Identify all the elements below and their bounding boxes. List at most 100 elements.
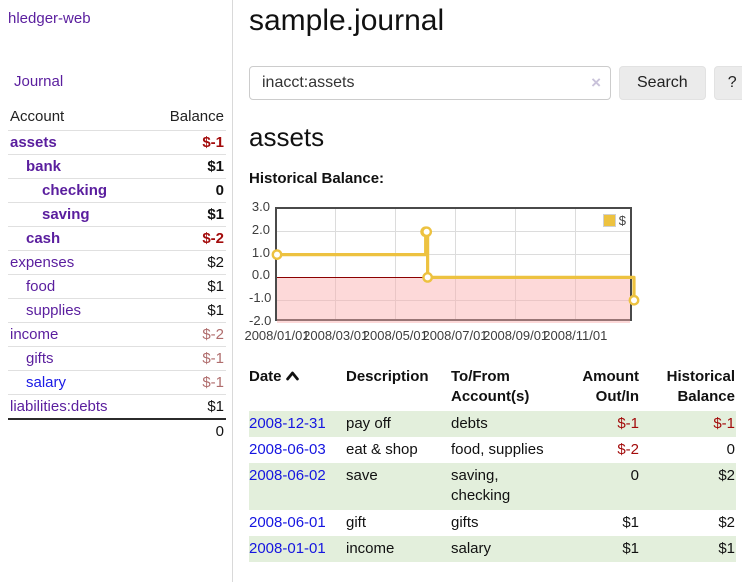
total-spacer <box>8 418 146 443</box>
balance-cell: $2 <box>718 467 735 484</box>
clear-search-icon[interactable]: × <box>591 73 601 92</box>
amount-cell: $1 <box>622 539 639 557</box>
x-axis-tick: 2008/01/01 <box>244 328 310 343</box>
account-row: checking 0 <box>8 178 226 203</box>
account-link[interactable]: income <box>10 326 59 343</box>
account-row: gifts $-1 <box>8 346 226 371</box>
accounts-total-row: 0 <box>8 418 226 443</box>
negative-region <box>277 277 630 323</box>
date-column-header[interactable]: Date <box>249 365 346 411</box>
balance-column-header-register: Historical Balance <box>666 368 735 406</box>
account-link[interactable]: expenses <box>10 254 75 271</box>
balance-cell: 0 <box>726 440 735 458</box>
transaction-date-link[interactable]: 2008-06-03 <box>249 440 326 458</box>
accounts-header-row: Account Balance <box>8 105 226 131</box>
account-balance: $-1 <box>145 370 226 395</box>
transaction-row: 2008-01-01 income salary $1 $1 <box>249 535 736 562</box>
amount-cell: $-2 <box>617 440 639 458</box>
account-balance: $1 <box>145 202 226 227</box>
account-balance: $1 <box>145 394 226 419</box>
register-table: Date Description To/From Account(s) Amou… <box>249 365 736 562</box>
account-name-cell: cash <box>8 226 146 251</box>
balance-column-header: Balance <box>169 108 224 125</box>
account-link[interactable]: food <box>26 278 56 295</box>
data-point-marker <box>271 249 283 260</box>
account-row: cash $-2 <box>8 226 226 251</box>
transaction-date-link[interactable]: 2008-01-01 <box>249 539 326 557</box>
account-link[interactable]: bank <box>26 158 62 175</box>
balance-cell: $1 <box>718 539 735 557</box>
date-cell: 2008-01-01 <box>249 536 346 562</box>
accounts-cell: food, supplies <box>451 440 544 458</box>
help-button[interactable]: ? <box>713 66 742 100</box>
account-link[interactable]: supplies <box>26 302 82 319</box>
legend-swatch <box>602 214 616 227</box>
account-row: food $1 <box>8 274 226 299</box>
h-gridline <box>277 254 630 256</box>
account-link[interactable]: assets <box>10 134 57 151</box>
y-axis-tick: 2.0 <box>251 221 270 237</box>
account-balance: $-2 <box>145 226 226 251</box>
amount-cell: 0 <box>630 467 639 484</box>
account-link[interactable]: cash <box>26 230 61 247</box>
search-form: × Search ? <box>249 66 742 100</box>
transaction-row: 2008-06-02 save saving, checking 0 $2 <box>249 463 736 510</box>
description-cell: gift <box>346 513 367 531</box>
sort-ascending-icon <box>285 371 299 381</box>
account-name-cell: liabilities:debts <box>8 394 146 419</box>
account-row: liabilities:debts $1 <box>8 394 226 419</box>
y-axis-tick: -2.0 <box>249 313 272 328</box>
y-axis-tick: 1.0 <box>251 244 270 260</box>
search-box: × <box>249 66 611 100</box>
account-balance: $-1 <box>145 346 226 371</box>
account-balance: 0 <box>145 178 226 203</box>
page-title: sample.journal <box>249 4 445 37</box>
account-link[interactable]: salary <box>26 374 67 391</box>
chart-legend: $ <box>602 213 626 228</box>
balance-line-series <box>271 226 640 306</box>
accounts-body: assets $-1 bank $1 checking 0 saving $1 cash $-2 e… <box>8 130 226 419</box>
account-link[interactable]: gifts <box>26 350 54 367</box>
balance-cell: $-1 <box>713 414 735 432</box>
v-gridline <box>574 209 576 319</box>
account-balance: $1 <box>145 298 226 323</box>
transaction-row: 2008-06-01 gift gifts $1 $2 <box>249 510 736 536</box>
account-name-cell: bank <box>8 154 146 179</box>
transaction-row: 2008-12-31 pay off debts $-1 $-1 <box>249 410 736 437</box>
date-cell: 2008-06-03 <box>249 437 346 463</box>
transaction-date-link[interactable]: 2008-12-31 <box>249 414 326 432</box>
balance-cell: $2 <box>718 513 735 531</box>
description-cell: save <box>346 467 378 484</box>
search-button[interactable]: Search <box>619 66 706 100</box>
v-gridline <box>515 209 517 319</box>
account-link[interactable]: liabilities:debts <box>10 398 108 415</box>
h-gridline <box>277 231 630 233</box>
data-point-marker <box>422 272 434 283</box>
account-link[interactable]: saving <box>42 206 90 223</box>
description-cell: eat & shop <box>346 440 418 458</box>
account-name-cell: salary <box>8 370 146 395</box>
transaction-date-link[interactable]: 2008-06-02 <box>249 467 326 484</box>
account-row: income $-2 <box>8 322 226 347</box>
search-input[interactable] <box>249 66 611 100</box>
account-row: saving $1 <box>8 202 226 227</box>
account-row: expenses $2 <box>8 250 226 275</box>
chart-title: Historical Balance: <box>249 170 385 187</box>
accounts-cell: gifts <box>451 513 479 531</box>
description-cell: pay off <box>346 414 391 432</box>
account-name-cell: expenses <box>8 250 146 275</box>
sidebar-item-journal[interactable]: Journal <box>14 73 64 90</box>
account-column-header: Account <box>10 108 65 125</box>
account-balance: $-1 <box>145 130 226 155</box>
brand-link[interactable]: hledger-web <box>8 10 91 27</box>
transaction-date-link[interactable]: 2008-06-01 <box>249 513 326 531</box>
accounts-cell: saving, checking <box>451 467 511 505</box>
date-cell: 2008-12-31 <box>249 411 346 437</box>
y-axis-tick: 0.0 <box>251 267 270 283</box>
account-name-cell: checking <box>8 178 146 203</box>
accounts-cell: debts <box>451 414 488 432</box>
legend-label: $ <box>618 213 626 228</box>
account-link[interactable]: checking <box>42 182 108 199</box>
data-point-marker <box>421 226 433 238</box>
